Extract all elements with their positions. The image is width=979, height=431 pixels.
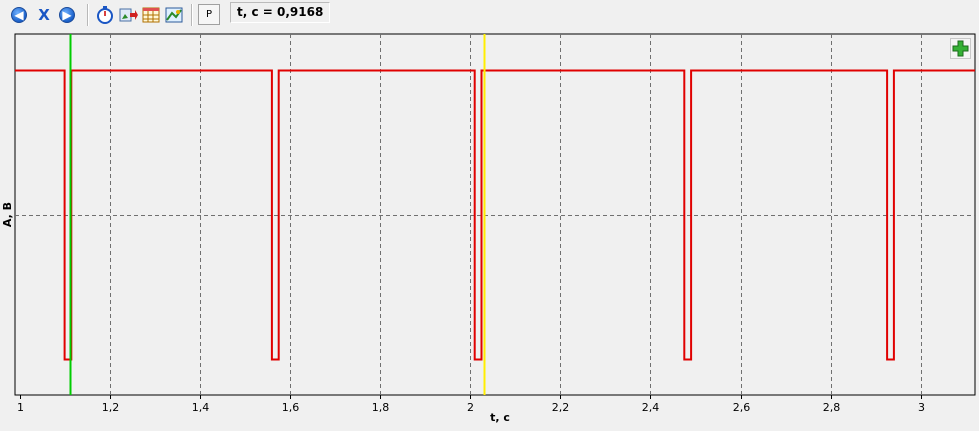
toolbar: ◀ X ▶ [0,0,979,30]
cursor-time-readout: t, c = 0,9168 [230,2,331,23]
x-tick-label: 2,8 [823,401,841,414]
x-tick-label: 2 [467,401,474,414]
close-x-icon: X [38,6,50,24]
forward-arrow-icon [59,7,75,23]
close-button[interactable]: X [34,5,54,25]
x-tick-label: 1,2 [102,401,120,414]
export-image-button[interactable] [118,5,138,25]
export-image-icon [119,8,138,22]
x-tick-label: 2,4 [642,401,660,414]
p-button[interactable]: P [198,4,220,25]
x-tick-label: 1,8 [372,401,390,414]
toolbar-separator [191,4,193,26]
table-icon [142,7,160,23]
y-axis-label: A, B [1,202,14,227]
plot-area [14,33,976,396]
x-tick-label: 3 [918,401,925,414]
toolbar-separator [87,4,89,26]
chart-image-icon [165,7,183,23]
chart-image-button[interactable] [164,5,184,25]
table-button[interactable] [141,5,161,25]
chart: 1 1,2 1,4 1,6 1,8 2 2,2 2,4 2,6 2,8 3 t, c A, B [1,33,976,424]
stopwatch-button[interactable] [95,5,115,25]
x-tick-label: 2,6 [733,401,751,414]
x-axis-label: t, c [490,411,510,424]
stopwatch-icon [97,6,113,24]
x-tick-label: 1,4 [192,401,210,414]
x-tick-label: 1 [17,401,24,414]
plus-icon [952,40,969,57]
add-series-button[interactable] [950,38,971,59]
back-button[interactable]: ◀ [9,5,29,25]
x-tick-label: 1,6 [282,401,300,414]
back-arrow-icon [11,7,27,23]
chart-area: 1 1,2 1,4 1,6 1,8 2 2,2 2,4 2,6 2,8 3 t, c A, B [0,30,979,427]
forward-button[interactable]: ▶ [57,5,77,25]
x-tick-label: 2,2 [552,401,570,414]
